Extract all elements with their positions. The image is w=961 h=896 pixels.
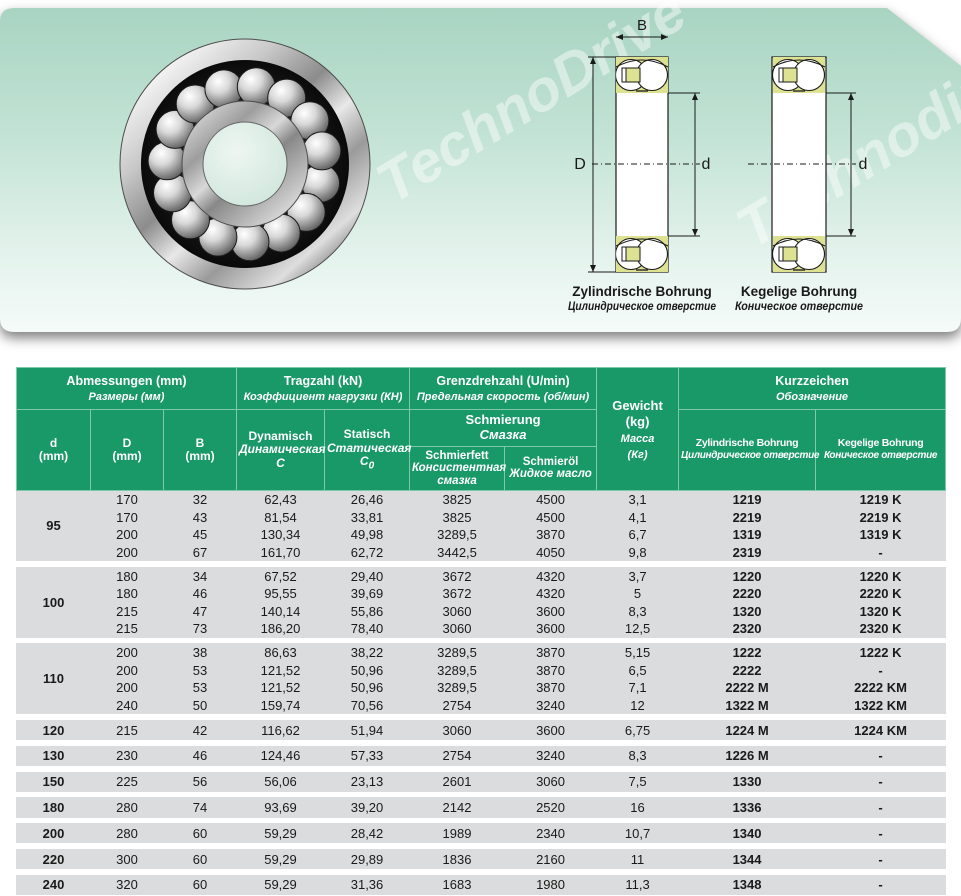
svg-text:Коническое отверстие: Коническое отверстие xyxy=(735,301,864,313)
svg-text:d: d xyxy=(702,156,711,173)
svg-text:D: D xyxy=(574,156,586,173)
svg-text:Цилиндрическое отверстие: Цилиндрическое отверстие xyxy=(568,301,717,313)
svg-text:Kegelige Bohrung: Kegelige Bohrung xyxy=(741,284,857,299)
svg-text:Zylindrische Bohrung: Zylindrische Bohrung xyxy=(572,284,712,299)
svg-text:B: B xyxy=(637,17,647,34)
svg-text:d: d xyxy=(859,156,868,173)
